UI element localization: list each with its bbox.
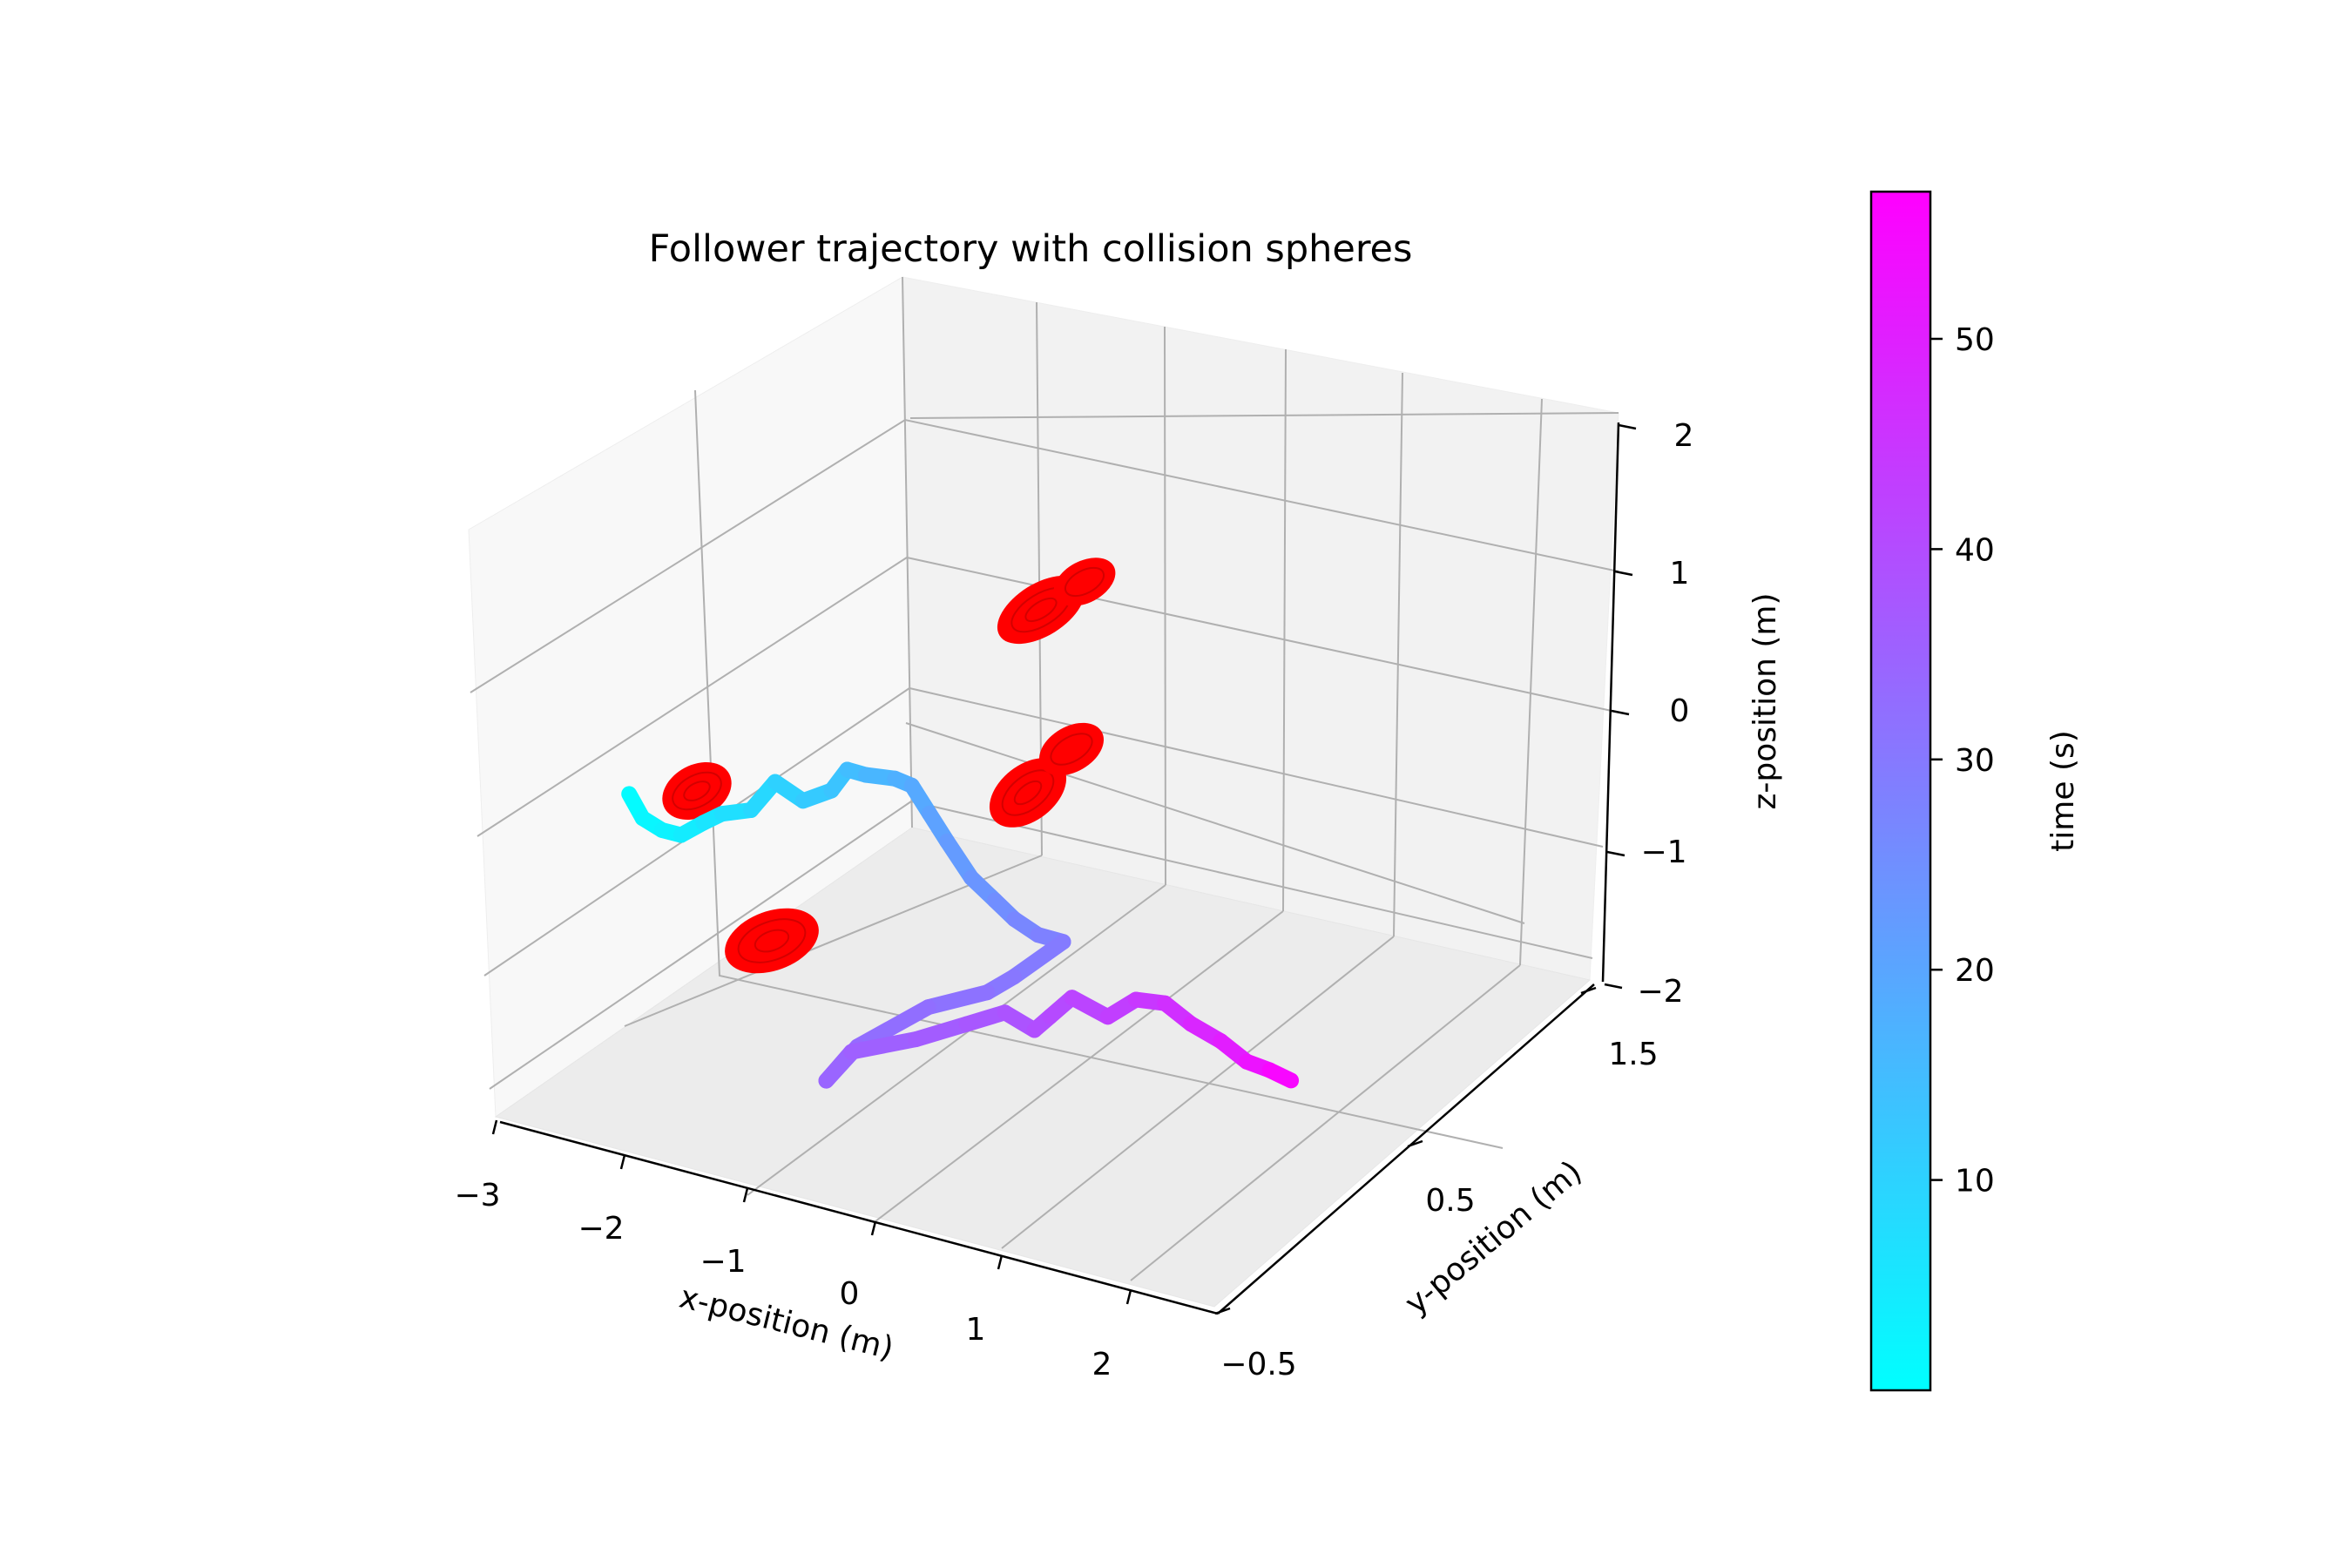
z-tick-label: 1	[1670, 556, 1690, 591]
collision-sphere	[662, 761, 732, 821]
colorbar-tick-label: 20	[1955, 953, 1995, 989]
y-tick-label: −0.5	[1220, 1347, 1296, 1382]
grid-x	[1130, 964, 1521, 1281]
grid-z	[909, 412, 1619, 419]
z-tick-labels: −2 −1 0 1 2	[1637, 418, 1693, 1010]
trajectory-segment	[920, 984, 996, 1016]
trajectory-segment	[1005, 934, 1071, 985]
z-tick-mark	[1611, 709, 1630, 716]
x-tick-mark	[619, 1154, 626, 1170]
y-tick-label: 0.5	[1425, 1183, 1475, 1219]
x-tick-label: 0	[840, 1276, 860, 1312]
grid-z	[489, 800, 1593, 1090]
colorbar-tick-label: 10	[1955, 1164, 1995, 1200]
y-tick-mark	[1214, 1307, 1231, 1315]
grid-x	[1282, 348, 1287, 912]
grid-z	[476, 556, 1612, 837]
colorbar-ticks: 10 20 30 40 50	[1930, 322, 1995, 1200]
trajectory-segment	[1261, 1062, 1300, 1089]
y-tick-mark	[1580, 986, 1597, 995]
z-tick-mark	[1606, 850, 1625, 857]
colorbar-label: time (s)	[2045, 730, 2081, 852]
z-tick-mark	[1618, 423, 1637, 430]
y-tick-label: 1.5	[1608, 1037, 1658, 1072]
x-tick-labels: −3 −2 −1 0 1 2	[454, 1178, 1112, 1382]
grid-x	[747, 884, 1166, 1196]
x-axis-line	[499, 1120, 1219, 1315]
trajectory-segment	[843, 1031, 924, 1060]
grid-x	[902, 276, 913, 828]
x-tick-mark	[870, 1220, 877, 1236]
x-tick-mark	[1125, 1289, 1132, 1305]
collision-spheres	[662, 558, 1116, 974]
tick-marks	[491, 423, 1637, 1315]
y-axis-line	[1217, 983, 1595, 1315]
grid-x	[1164, 326, 1166, 886]
grid-x	[1393, 372, 1403, 937]
y-tick-labels: −0.5 0.5 1.5	[1220, 1037, 1658, 1382]
x-tick-label: −3	[454, 1178, 500, 1213]
grid-y	[905, 722, 1525, 924]
grid-lines	[470, 276, 1619, 1281]
y-tick-mark	[1407, 1139, 1423, 1148]
x-tick-label: 2	[1092, 1347, 1112, 1382]
x-tick-label: −1	[700, 1244, 746, 1280]
x-tick-label: 1	[966, 1312, 986, 1348]
colorbar	[1869, 190, 1932, 1392]
trajectory-segment	[908, 1016, 975, 1048]
trajectory	[621, 761, 1300, 1089]
collision-sphere	[1053, 558, 1116, 606]
z-tick-mark	[1604, 983, 1623, 990]
x-axis-label: x-position (m)	[676, 1280, 897, 1368]
z-tick-label: −1	[1640, 835, 1686, 870]
z-axis-line	[1601, 422, 1620, 983]
x-tick-mark	[491, 1119, 498, 1135]
z-tick-label: −2	[1637, 974, 1683, 1010]
colorbar-tick-label: 50	[1955, 322, 1995, 358]
trajectory-segment	[849, 999, 936, 1055]
grid-x	[1001, 936, 1395, 1249]
grid-x	[875, 910, 1284, 1222]
grid-z	[483, 686, 1604, 977]
grid-x	[1519, 398, 1543, 966]
grid-z	[470, 418, 1619, 693]
colorbar-tick-label: 40	[1955, 532, 1995, 568]
collision-sphere	[1039, 722, 1104, 776]
z-tick-label: 2	[1674, 418, 1694, 454]
z-axis-label: z-position (m)	[1747, 592, 1783, 809]
axis-lines	[499, 422, 1620, 1315]
x-tick-mark	[997, 1254, 1004, 1270]
y-axis-label: y-position (m)	[1398, 1154, 1589, 1322]
x-tick-mark	[742, 1187, 749, 1203]
z-tick-mark	[1614, 570, 1633, 577]
x-tick-label: −2	[578, 1211, 624, 1247]
colorbar-tick-label: 30	[1955, 743, 1995, 779]
chart-title: Follower trajectory with collision spher…	[649, 227, 1413, 271]
collision-sphere	[989, 758, 1067, 828]
z-tick-label: 0	[1670, 693, 1690, 729]
grid-y	[694, 389, 1504, 1149]
collision-sphere	[725, 908, 819, 974]
